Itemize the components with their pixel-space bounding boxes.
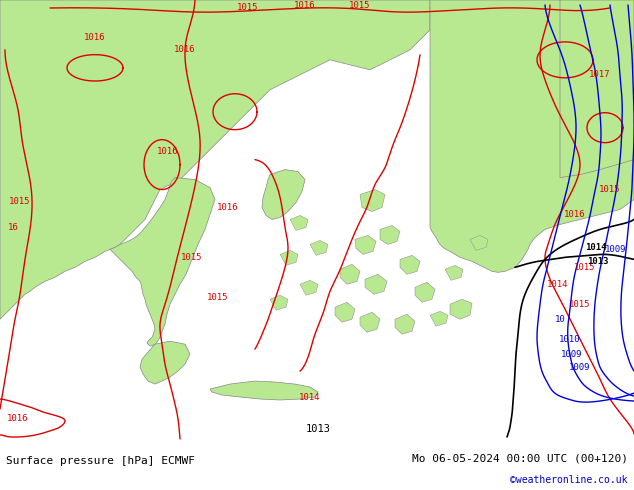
Text: 1016: 1016	[217, 203, 239, 212]
Polygon shape	[445, 266, 463, 280]
Polygon shape	[340, 264, 360, 284]
Text: 1013: 1013	[587, 257, 609, 266]
Polygon shape	[450, 299, 472, 319]
Text: 1010: 1010	[559, 335, 581, 343]
Polygon shape	[140, 341, 190, 384]
Polygon shape	[290, 216, 308, 230]
Polygon shape	[360, 312, 380, 332]
Text: Mo 06-05-2024 00:00 UTC (00+120): Mo 06-05-2024 00:00 UTC (00+120)	[411, 453, 628, 463]
Text: 1014: 1014	[299, 392, 321, 401]
Text: 1015: 1015	[181, 253, 203, 262]
Polygon shape	[470, 235, 488, 250]
Polygon shape	[110, 177, 215, 346]
Polygon shape	[0, 0, 80, 309]
Polygon shape	[335, 302, 355, 322]
Polygon shape	[400, 255, 420, 274]
Text: 1013: 1013	[306, 424, 330, 434]
Text: 1017: 1017	[589, 71, 611, 79]
Text: Surface pressure [hPa] ECMWF: Surface pressure [hPa] ECMWF	[6, 456, 195, 466]
Text: 1015: 1015	[207, 293, 229, 302]
Text: 1016: 1016	[7, 415, 29, 423]
Text: 1009: 1009	[569, 363, 591, 371]
Text: 1016: 1016	[84, 33, 106, 43]
Polygon shape	[430, 311, 448, 326]
Text: 1015: 1015	[574, 263, 596, 272]
Text: 1016: 1016	[157, 147, 179, 156]
Text: 1015: 1015	[237, 3, 259, 12]
Text: 1015: 1015	[349, 1, 371, 10]
Text: 1014: 1014	[547, 280, 569, 289]
Text: 1009: 1009	[604, 245, 626, 254]
Polygon shape	[262, 170, 305, 220]
Polygon shape	[560, 0, 634, 177]
Polygon shape	[360, 190, 385, 212]
Text: 1015: 1015	[569, 300, 591, 309]
Polygon shape	[0, 0, 430, 319]
Polygon shape	[210, 381, 318, 400]
Text: 1014: 1014	[585, 243, 607, 252]
Text: 1015: 1015	[10, 197, 31, 206]
Text: ©weatheronline.co.uk: ©weatheronline.co.uk	[510, 475, 628, 485]
Polygon shape	[415, 282, 435, 302]
Polygon shape	[355, 235, 376, 254]
Text: 1009: 1009	[561, 350, 583, 359]
Polygon shape	[365, 274, 387, 294]
Text: 1016: 1016	[294, 1, 316, 10]
Text: 10: 10	[555, 315, 566, 324]
Polygon shape	[270, 295, 288, 310]
Text: 16: 16	[8, 223, 19, 232]
Polygon shape	[430, 0, 634, 272]
Text: 1016: 1016	[174, 46, 196, 54]
Polygon shape	[395, 314, 415, 334]
Polygon shape	[380, 225, 400, 245]
Text: 1015: 1015	[599, 185, 621, 194]
Text: 1016: 1016	[564, 210, 586, 219]
Polygon shape	[300, 280, 318, 295]
Polygon shape	[310, 241, 328, 255]
Polygon shape	[280, 250, 298, 266]
